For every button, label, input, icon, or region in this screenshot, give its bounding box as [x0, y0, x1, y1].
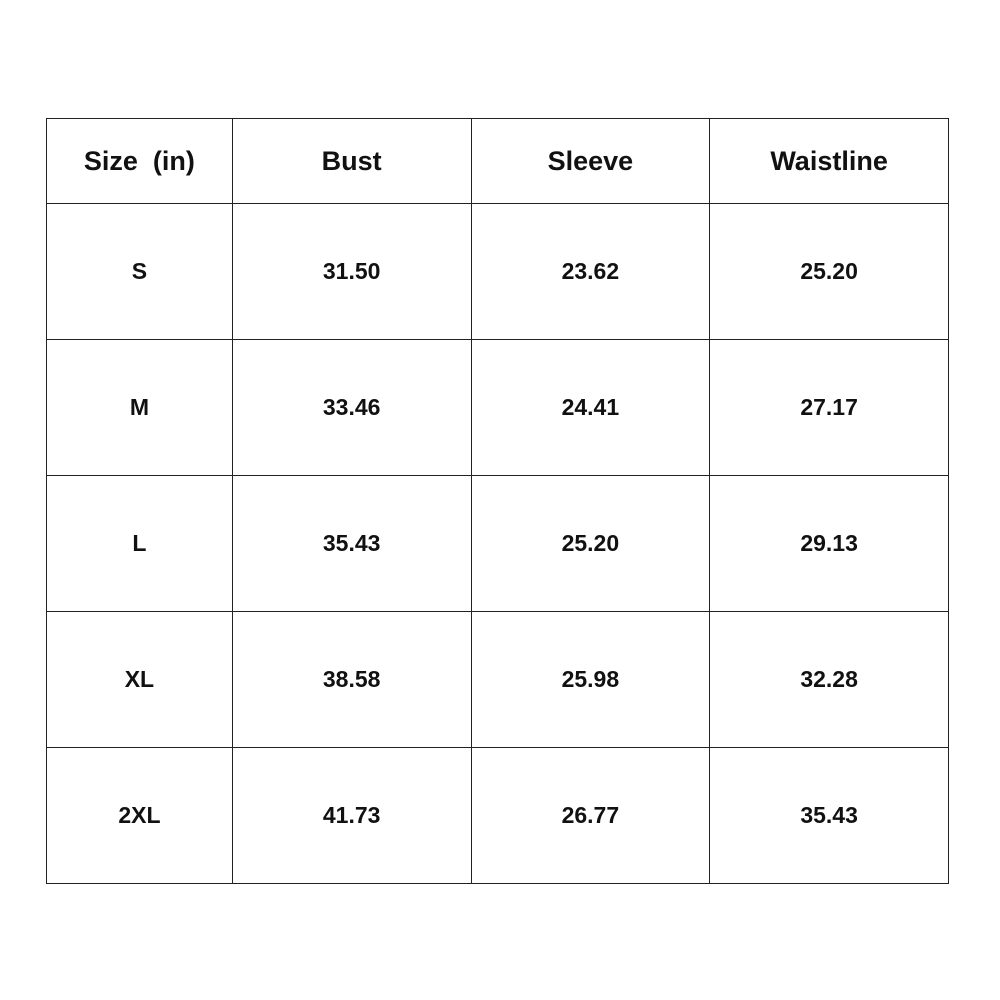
cell-size: S [46, 203, 233, 340]
cell-bust: 38.58 [231, 611, 472, 748]
table-row: L 35.43 25.20 29.13 [46, 475, 949, 612]
cell-waistline: 32.28 [709, 611, 949, 748]
cell-bust: 35.43 [231, 475, 472, 612]
table-row: M 33.46 24.41 27.17 [46, 339, 949, 476]
header-bust: Bust [231, 118, 472, 204]
cell-waistline: 35.43 [709, 747, 949, 884]
cell-sleeve: 24.41 [470, 339, 711, 476]
cell-sleeve: 25.20 [470, 475, 711, 612]
cell-sleeve: 26.77 [470, 747, 711, 884]
cell-bust: 41.73 [231, 747, 472, 884]
cell-sleeve: 23.62 [470, 203, 711, 340]
cell-size: L [46, 475, 233, 612]
cell-waistline: 29.13 [709, 475, 949, 612]
cell-bust: 33.46 [231, 339, 472, 476]
cell-waistline: 27.17 [709, 339, 949, 476]
header-row: Size (in) Bust Sleeve Waistline [46, 118, 949, 204]
cell-bust: 31.50 [231, 203, 472, 340]
header-waistline: Waistline [709, 118, 949, 204]
cell-size: M [46, 339, 233, 476]
size-chart-table: Size (in) Bust Sleeve Waistline S 31.50 23… [46, 118, 949, 884]
cell-sleeve: 25.98 [470, 611, 711, 748]
table-row: 2XL 41.73 26.77 35.43 [46, 747, 949, 884]
cell-size: 2XL [46, 747, 233, 884]
cell-waistline: 25.20 [709, 203, 949, 340]
cell-size: XL [46, 611, 233, 748]
table-row: XL 38.58 25.98 32.28 [46, 611, 949, 748]
table-row: S 31.50 23.62 25.20 [46, 203, 949, 340]
header-sleeve: Sleeve [470, 118, 711, 204]
header-size: Size (in) [46, 118, 233, 204]
